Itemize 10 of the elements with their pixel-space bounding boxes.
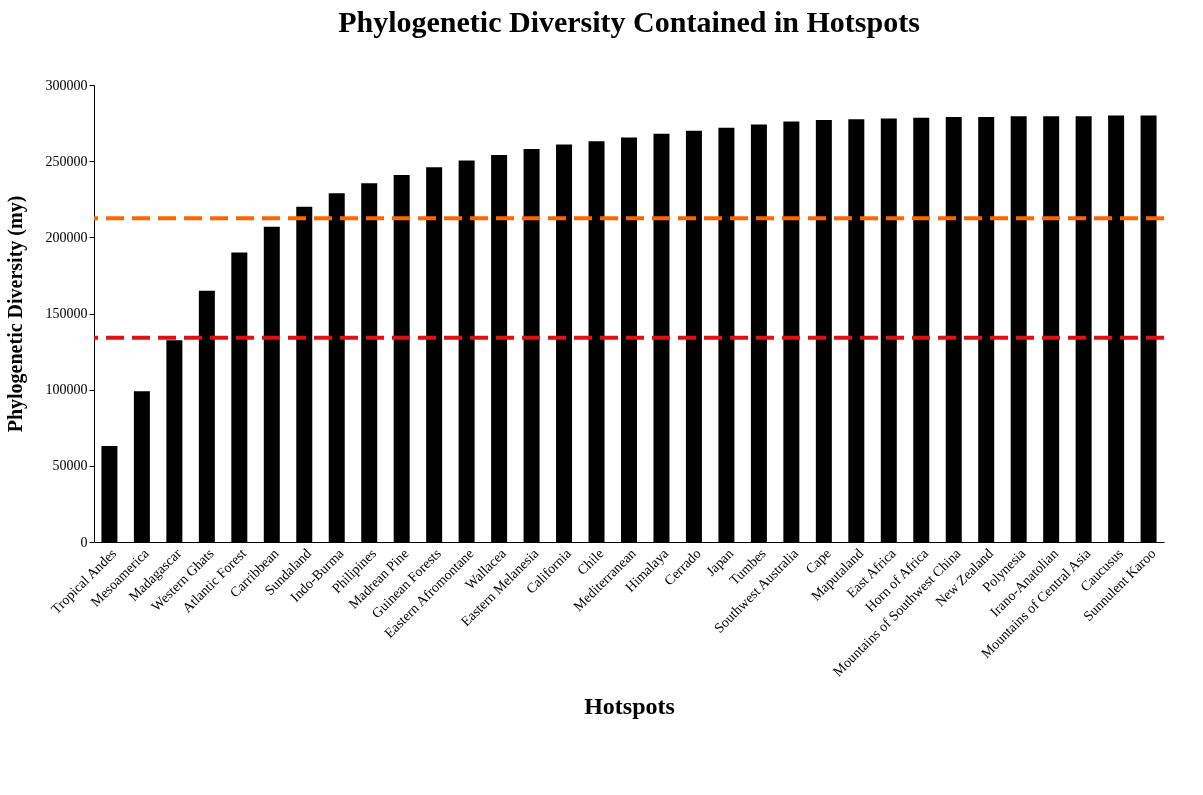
y-tick-label: 150000: [45, 306, 88, 321]
y-tick-label: 300000: [45, 77, 88, 93]
y-tick-label: 50000: [52, 458, 88, 474]
y-tick-label: 250000: [45, 153, 88, 169]
y-axis-title: Phylogenetic Diversity (my): [3, 195, 27, 433]
chart-title: Phylogenetic Diversity Contained in Hotspots: [338, 5, 920, 38]
y-tick-label: 100000: [45, 382, 88, 398]
y-tick-label: 200000: [45, 229, 88, 245]
y-tick-label: 0: [80, 534, 88, 550]
x-axis-title: Hotspots: [584, 693, 675, 720]
